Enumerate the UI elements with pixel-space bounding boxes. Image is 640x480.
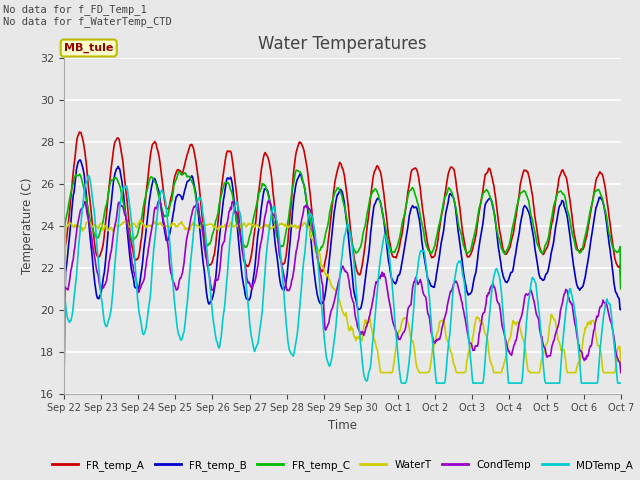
Y-axis label: Temperature (C): Temperature (C): [22, 177, 35, 274]
Title: Water Temperatures: Water Temperatures: [258, 35, 427, 53]
Text: MB_tule: MB_tule: [64, 43, 113, 53]
Legend: FR_temp_A, FR_temp_B, FR_temp_C, WaterT, CondTemp, MDTemp_A: FR_temp_A, FR_temp_B, FR_temp_C, WaterT,…: [48, 456, 637, 475]
X-axis label: Time: Time: [328, 419, 357, 432]
Text: No data for f_FD_Temp_1: No data for f_FD_Temp_1: [3, 4, 147, 15]
Text: No data for f_WaterTemp_CTD: No data for f_WaterTemp_CTD: [3, 16, 172, 27]
